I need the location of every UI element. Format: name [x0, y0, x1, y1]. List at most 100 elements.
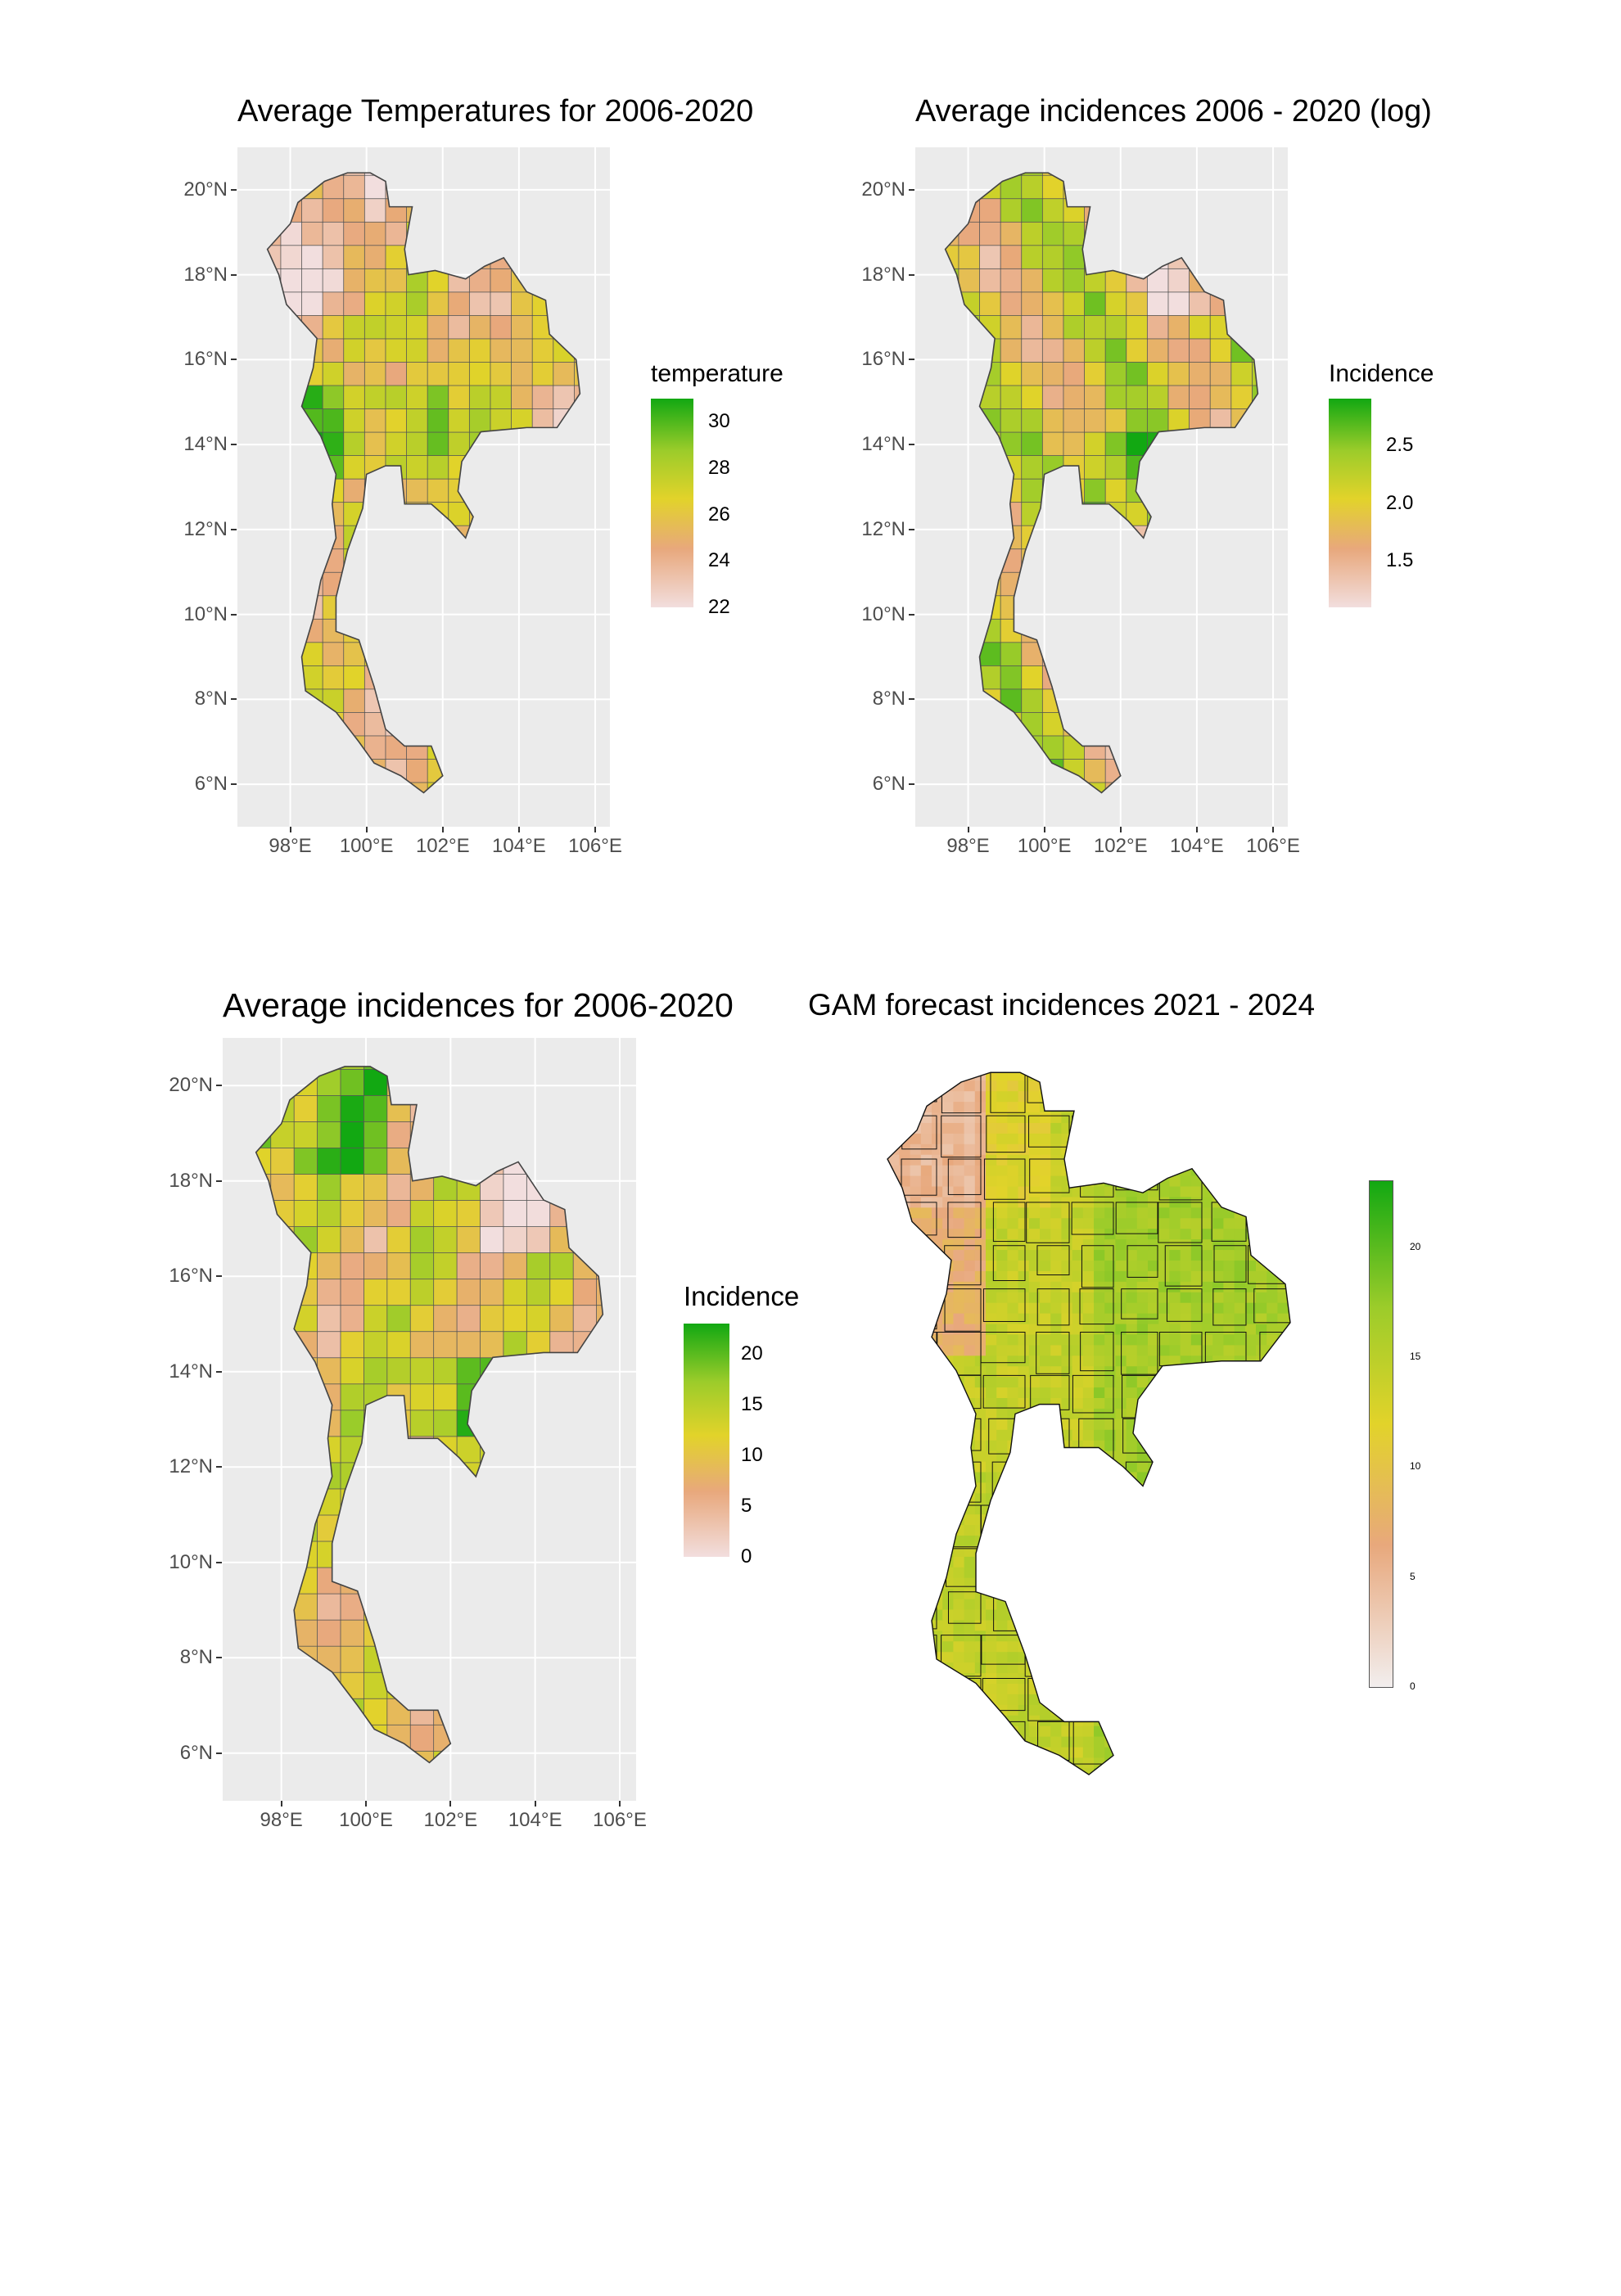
province-region	[386, 1540, 412, 1568]
province-region	[340, 1619, 365, 1647]
forecast-cell	[1244, 1715, 1257, 1726]
forecast-cell	[1267, 1408, 1278, 1419]
forecast-cell	[1148, 1122, 1159, 1134]
forecast-cell	[1040, 1429, 1051, 1441]
province-region	[363, 244, 386, 269]
province-region	[448, 594, 471, 620]
forecast-cell	[964, 1725, 976, 1737]
forecast-cell	[1267, 1556, 1278, 1568]
forecast-cell	[899, 1080, 911, 1092]
province-region	[293, 1750, 318, 1763]
forecast-cell	[1180, 1608, 1192, 1621]
forecast-cell	[953, 1238, 965, 1251]
forecast-cell	[1136, 1619, 1149, 1631]
forecast-cell	[1007, 1556, 1019, 1568]
forecast-cell	[1136, 1165, 1149, 1176]
forecast-cell	[1202, 1450, 1213, 1462]
forecast-cell	[1040, 1238, 1051, 1251]
forecast-cell	[964, 1323, 976, 1335]
forecast-cell	[920, 1746, 932, 1758]
forecast-cell	[1115, 1101, 1127, 1113]
forecast-cell	[1299, 1704, 1311, 1716]
forecast-cell	[974, 1577, 987, 1589]
forecast-cell	[1148, 1482, 1159, 1494]
province-region	[1084, 665, 1107, 690]
forecast-cell	[1234, 1725, 1246, 1737]
forecast-cell	[1158, 1503, 1170, 1515]
province-region	[572, 1068, 598, 1096]
forecast-cell	[1223, 1344, 1235, 1356]
province-region	[596, 1173, 603, 1201]
forecast-cell	[932, 1746, 943, 1758]
forecast-cell	[1223, 1471, 1235, 1483]
forecast-cell	[887, 1672, 889, 1684]
forecast-cell	[1082, 1608, 1095, 1621]
forecast-cell	[1267, 1133, 1278, 1144]
forecast-cell	[1169, 1059, 1181, 1071]
province-region	[1189, 735, 1212, 760]
forecast-cell	[1148, 1683, 1159, 1694]
y-tick-label: 16°N	[169, 1265, 213, 1288]
province-region	[280, 782, 303, 793]
forecast-cell	[1202, 1133, 1213, 1144]
forecast-cell	[1148, 1619, 1159, 1631]
forecast-cell	[953, 1313, 965, 1324]
province-region	[1063, 174, 1086, 200]
forecast-cell	[1115, 1238, 1127, 1251]
forecast-cell	[1169, 1217, 1181, 1229]
province-region	[363, 431, 386, 456]
forecast-cell	[1212, 1662, 1224, 1674]
forecast-cell	[887, 1165, 889, 1176]
forecast-cell	[1148, 1072, 1159, 1081]
forecast-cell	[1018, 1080, 1030, 1092]
forecast-cell	[932, 1112, 943, 1123]
forecast-cell	[1007, 1651, 1019, 1663]
province-region	[1041, 197, 1064, 223]
province-region	[1104, 618, 1127, 643]
forecast-cell	[1202, 1313, 1213, 1324]
forecast-cell	[1277, 1101, 1289, 1113]
forecast-cell	[932, 1249, 943, 1261]
forecast-cell	[1136, 1408, 1149, 1419]
province-region	[526, 1278, 551, 1306]
forecast-cell	[964, 1736, 976, 1748]
forecast-cell	[1256, 1344, 1267, 1356]
forecast-cell	[1299, 1631, 1311, 1642]
forecast-cell	[964, 1779, 976, 1790]
forecast-cell	[1288, 1090, 1290, 1103]
forecast-cell	[1190, 1757, 1203, 1769]
forecast-cell	[1007, 1122, 1019, 1134]
province-region	[1126, 173, 1149, 176]
forecast-cell	[1115, 1779, 1127, 1790]
province-region	[343, 641, 366, 666]
province-region	[433, 1593, 458, 1621]
province-region	[531, 641, 554, 666]
forecast-cell	[1267, 1059, 1278, 1071]
province-region	[406, 221, 429, 246]
forecast-cell	[942, 1471, 954, 1483]
province-region	[343, 408, 366, 433]
forecast-cell	[1158, 1260, 1170, 1271]
forecast-cell	[1126, 1154, 1138, 1166]
forecast-cell	[1082, 1619, 1095, 1631]
province-region	[255, 1750, 272, 1763]
forecast-cell	[953, 1133, 965, 1144]
y-tick-mark	[216, 1657, 222, 1659]
forecast-cell	[1018, 1545, 1030, 1557]
province-region	[573, 758, 580, 783]
forecast-cell	[1136, 1260, 1149, 1271]
province-boundary	[1210, 1591, 1247, 1635]
forecast-cell	[1256, 1281, 1267, 1292]
forecast-cell	[1126, 1757, 1138, 1769]
forecast-cell	[1072, 1175, 1084, 1187]
forecast-cell	[1126, 1513, 1138, 1526]
forecast-cell	[1180, 1567, 1192, 1578]
forecast-cell	[1136, 1072, 1149, 1081]
province-region	[1126, 688, 1149, 713]
province-region	[1209, 338, 1232, 363]
province-boundary	[1246, 1418, 1290, 1450]
province-region	[490, 431, 512, 456]
province-region	[503, 1488, 528, 1516]
forecast-cell	[953, 1154, 965, 1166]
forecast-cell	[1061, 1072, 1073, 1081]
